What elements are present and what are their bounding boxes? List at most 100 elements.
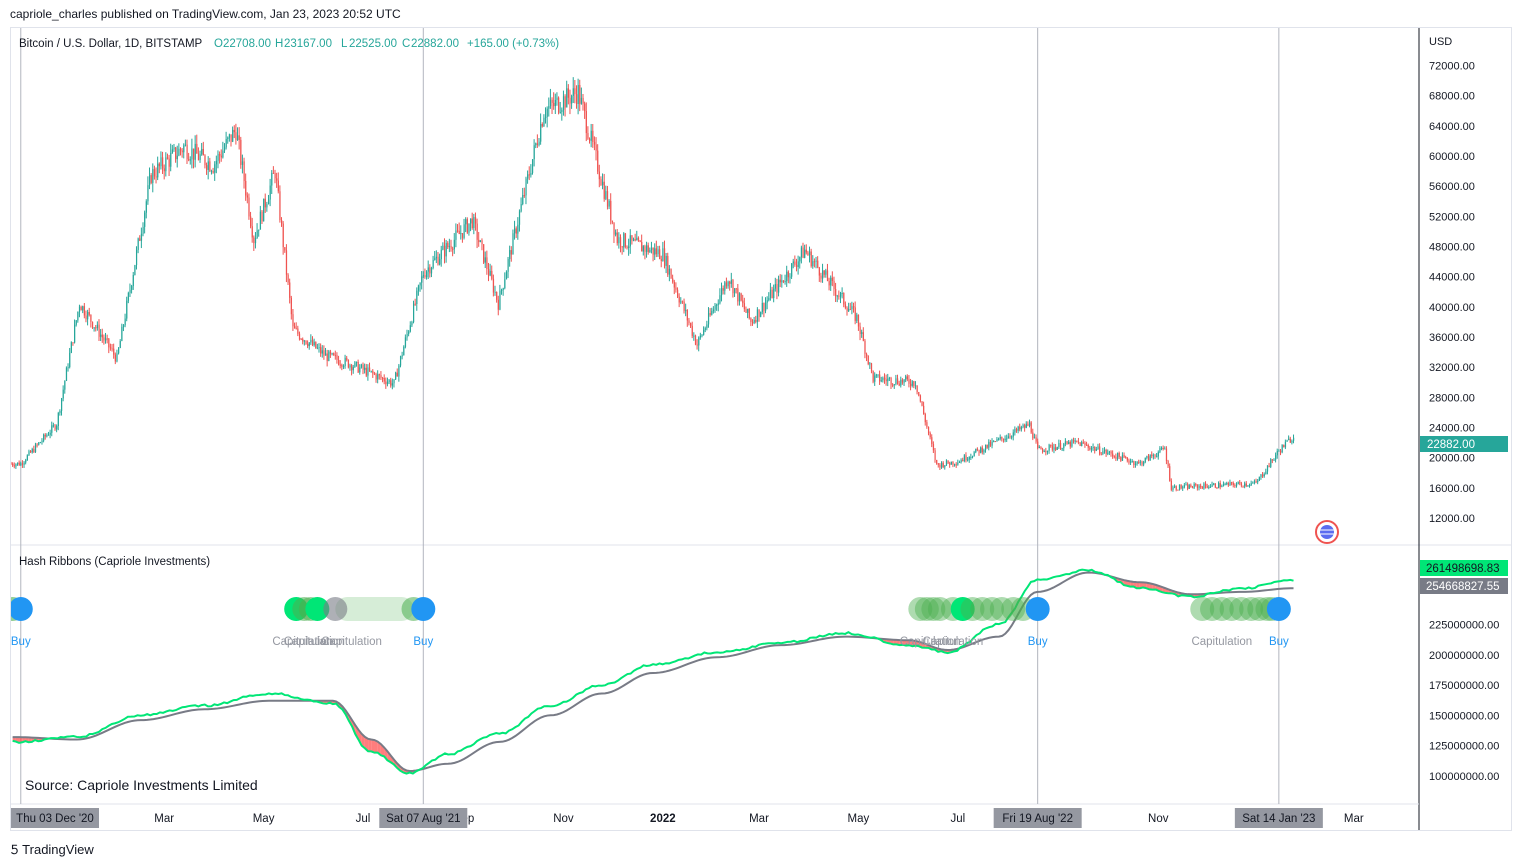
candle: [414, 298, 416, 306]
candle: [518, 209, 521, 232]
price-tick-label: 52000.00: [1429, 211, 1475, 223]
candle: [458, 222, 460, 235]
candle: [967, 457, 969, 462]
candle: [406, 329, 408, 341]
candle: [602, 173, 604, 190]
candle: [1154, 453, 1156, 459]
candle: [1095, 446, 1098, 452]
candle: [701, 334, 703, 338]
capitulation-fill: [371, 739, 375, 753]
candle: [395, 371, 397, 381]
candle: [861, 329, 863, 338]
candle: [1235, 482, 1238, 488]
highlighted-date-label: Fri 19 Aug '22: [1002, 813, 1073, 825]
candle: [497, 295, 499, 316]
candle: [1033, 433, 1036, 439]
candle: [934, 447, 936, 463]
candle: [945, 459, 948, 466]
price-tick-label: 20000.00: [1429, 453, 1475, 465]
candle: [1081, 440, 1083, 447]
candle: [589, 137, 591, 144]
candle: [569, 89, 571, 115]
candle: [1252, 481, 1254, 484]
candle: [440, 245, 442, 267]
candle: [235, 123, 237, 145]
candle: [261, 210, 263, 225]
candle: [54, 423, 56, 431]
candle: [129, 283, 131, 297]
candle: [453, 233, 455, 254]
candle: [1198, 484, 1200, 491]
price-tick-label: 60000.00: [1429, 151, 1475, 163]
source-label: Source: Capriole Investments Limited: [25, 777, 258, 793]
candle: [734, 288, 736, 297]
candle: [584, 101, 586, 119]
candle: [1038, 445, 1040, 449]
candle: [1025, 421, 1027, 429]
candle: [549, 88, 552, 109]
candle: [1024, 423, 1026, 432]
chart-frame[interactable]: Buy Capitulation Capitulation Capitulation B…: [0, 27, 1512, 831]
candle: [507, 256, 509, 279]
green-line-value-badge: 261498698.83: [1420, 560, 1508, 576]
candle: [461, 233, 464, 243]
candle: [108, 338, 110, 354]
candle: [971, 455, 974, 459]
candle: [253, 235, 255, 251]
candle: [157, 156, 159, 181]
candle: [545, 107, 547, 124]
us-flag-icon[interactable]: [1315, 520, 1339, 544]
candle: [140, 227, 143, 249]
candle: [176, 145, 178, 168]
candle: [409, 321, 411, 333]
candle: [882, 376, 884, 383]
candle: [828, 277, 830, 291]
candle: [1053, 443, 1055, 454]
candle: [883, 373, 886, 384]
candle: [209, 157, 211, 173]
candle: [114, 352, 116, 365]
candle: [1178, 484, 1181, 491]
candle: [712, 306, 715, 314]
candle: [1162, 445, 1164, 451]
candle: [1092, 443, 1094, 451]
capitulation-signal-label: Capitulation: [900, 636, 961, 648]
gray-line-value-badge: 254668827.55: [1420, 578, 1508, 594]
candle: [975, 448, 977, 454]
price-tick-label: 64000.00: [1429, 121, 1475, 133]
candle: [877, 374, 879, 378]
last-price-badge: 22882.00: [1420, 436, 1508, 452]
candle: [1144, 457, 1146, 464]
candle: [872, 370, 874, 384]
candle: [1066, 440, 1068, 445]
candle: [1231, 481, 1233, 486]
candle: [1143, 460, 1145, 467]
candle: [1229, 479, 1231, 486]
candle: [282, 221, 284, 255]
candle: [807, 250, 809, 256]
candle: [336, 352, 338, 364]
candle: [864, 338, 866, 359]
candle: [567, 84, 570, 105]
capitulation-circle: [1229, 597, 1254, 621]
candle: [916, 385, 918, 395]
candle: [810, 248, 812, 268]
candle: [579, 79, 581, 112]
candle: [28, 449, 30, 457]
candle: [1087, 443, 1089, 451]
candle: [338, 355, 340, 366]
candle: [1172, 485, 1174, 492]
candle: [675, 282, 677, 293]
candle: [183, 143, 185, 159]
candle: [986, 444, 988, 449]
candle: [800, 245, 803, 264]
candle: [880, 376, 882, 383]
candle: [1183, 482, 1186, 489]
footer-brand[interactable]: 𝟻 TradingView: [10, 841, 94, 858]
candle: [437, 252, 439, 266]
candle: [152, 163, 154, 193]
candle: [77, 311, 79, 323]
candle: [75, 320, 77, 327]
candle: [989, 439, 992, 447]
